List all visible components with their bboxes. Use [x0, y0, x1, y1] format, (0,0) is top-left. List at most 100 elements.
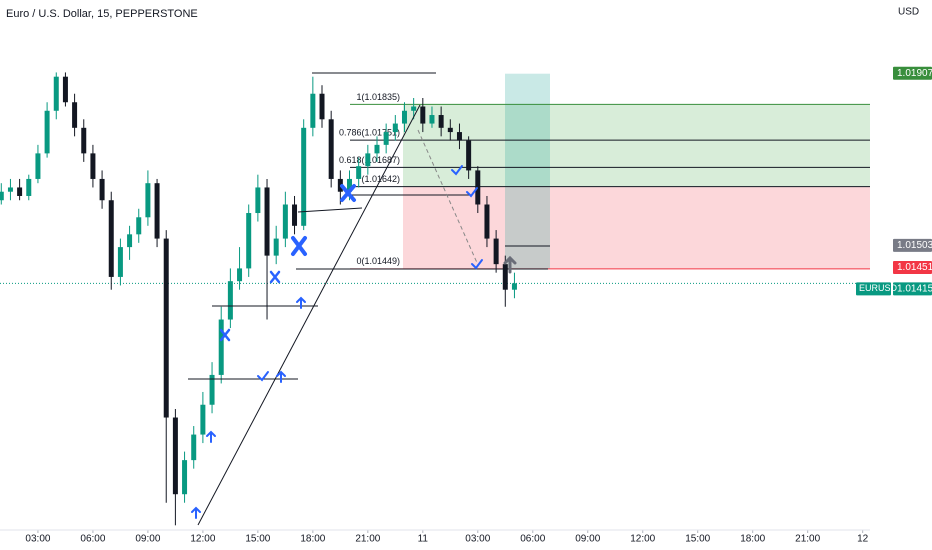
candle-body	[154, 183, 160, 239]
x-tick-label: 15:00	[245, 534, 270, 545]
check-marker	[451, 165, 463, 176]
candle-body	[99, 178, 105, 201]
candle-body	[282, 204, 288, 239]
arrow-marker	[191, 506, 201, 519]
chart-title: Euro / U.S. Dollar, 15, PEPPERSTONE	[6, 8, 198, 20]
price-badge	[893, 238, 932, 252]
candle-body	[411, 106, 417, 111]
candle-body	[484, 204, 490, 239]
candle-body	[374, 144, 380, 154]
x-tick-label: 12	[857, 534, 869, 545]
x-tick-label: 18:00	[300, 534, 325, 545]
x-tick-label: 06:00	[80, 534, 105, 545]
candle-body	[401, 110, 407, 124]
x-marker	[291, 236, 307, 256]
markers	[191, 165, 517, 519]
x-marker	[219, 328, 231, 342]
candle-body	[53, 76, 59, 111]
candle-body	[383, 132, 389, 145]
candle-body	[26, 178, 32, 196]
candle-body	[44, 110, 50, 154]
candle-body	[347, 178, 353, 192]
candle-body	[264, 187, 270, 256]
x-tick-label: 18:00	[740, 534, 765, 545]
price-badge	[893, 66, 932, 80]
candle-body	[365, 153, 371, 167]
fib-label: 0(1.01449)	[356, 256, 400, 266]
candle-body	[438, 115, 444, 128]
candle-body	[127, 234, 133, 248]
candle-body	[145, 183, 151, 218]
price-badge-label: 1.01907	[897, 68, 932, 79]
arrow-marker	[296, 296, 306, 309]
candle-body	[62, 76, 68, 103]
price-badge-label: 1.01451	[897, 262, 932, 273]
candle-body	[172, 417, 178, 495]
highlight-column	[505, 73, 550, 269]
symbol-badge	[856, 282, 891, 296]
x-marker	[340, 184, 356, 202]
candle-body	[273, 238, 279, 256]
fib-label: 1(1.01835)	[356, 92, 400, 102]
axis-unit: USD	[898, 7, 919, 18]
check-marker	[471, 259, 483, 270]
candle-body	[420, 106, 426, 124]
trend-line	[297, 207, 363, 213]
x-marker	[269, 270, 281, 284]
symbol-label: EURUSD	[859, 283, 898, 293]
candle-body	[328, 119, 334, 179]
candle-body	[456, 132, 462, 141]
candle-body	[0, 191, 4, 201]
candle-body	[502, 264, 508, 290]
price-badge	[893, 260, 932, 274]
candle-body	[319, 93, 325, 120]
x-tick-label: 15:00	[685, 534, 710, 545]
x-tick-label: 09:00	[575, 534, 600, 545]
candle-body	[81, 127, 87, 154]
x-tick-label: 03:00	[465, 534, 490, 545]
check-marker	[257, 371, 269, 382]
candle-body	[511, 283, 517, 290]
x-tick-label: 11	[418, 534, 429, 545]
position-zones	[403, 73, 897, 269]
candle-body	[72, 102, 78, 128]
candle-body	[292, 204, 298, 226]
candle-body	[227, 281, 233, 320]
price-badge-label: 1.01503	[897, 240, 932, 251]
check-marker	[466, 187, 478, 198]
candle-body	[493, 238, 499, 265]
candle-body	[209, 374, 215, 405]
fib-label: 0.786(1.01751)	[339, 128, 400, 138]
candle-body	[218, 319, 224, 375]
drawings	[188, 72, 550, 526]
candle-body	[310, 93, 316, 128]
candle-body	[35, 153, 41, 179]
candle-body	[237, 268, 243, 282]
x-tick-label: 03:00	[25, 534, 50, 545]
candle-body	[191, 434, 197, 461]
candle-body	[301, 127, 307, 226]
x-tick-label: 21:00	[355, 534, 380, 545]
candle-body	[136, 217, 142, 235]
candle-body	[392, 123, 398, 133]
x-tick-label: 12:00	[190, 534, 215, 545]
projection-line	[417, 129, 479, 266]
candle-body	[200, 404, 206, 435]
candle-body	[447, 127, 453, 133]
candle-body	[466, 140, 472, 171]
price-badge-label: 1.01415	[897, 283, 932, 294]
candle-body	[117, 247, 123, 277]
candle-body	[246, 213, 252, 269]
candle-body	[163, 238, 169, 418]
profit-zone	[403, 104, 897, 187]
x-tick-label: 12:00	[630, 534, 655, 545]
candle-body	[7, 187, 13, 192]
arrow-marker	[276, 370, 286, 383]
x-tick-label: 21:00	[795, 534, 820, 545]
price-axis	[870, 0, 932, 550]
candle-body	[17, 187, 23, 196]
candle-body	[90, 153, 96, 179]
